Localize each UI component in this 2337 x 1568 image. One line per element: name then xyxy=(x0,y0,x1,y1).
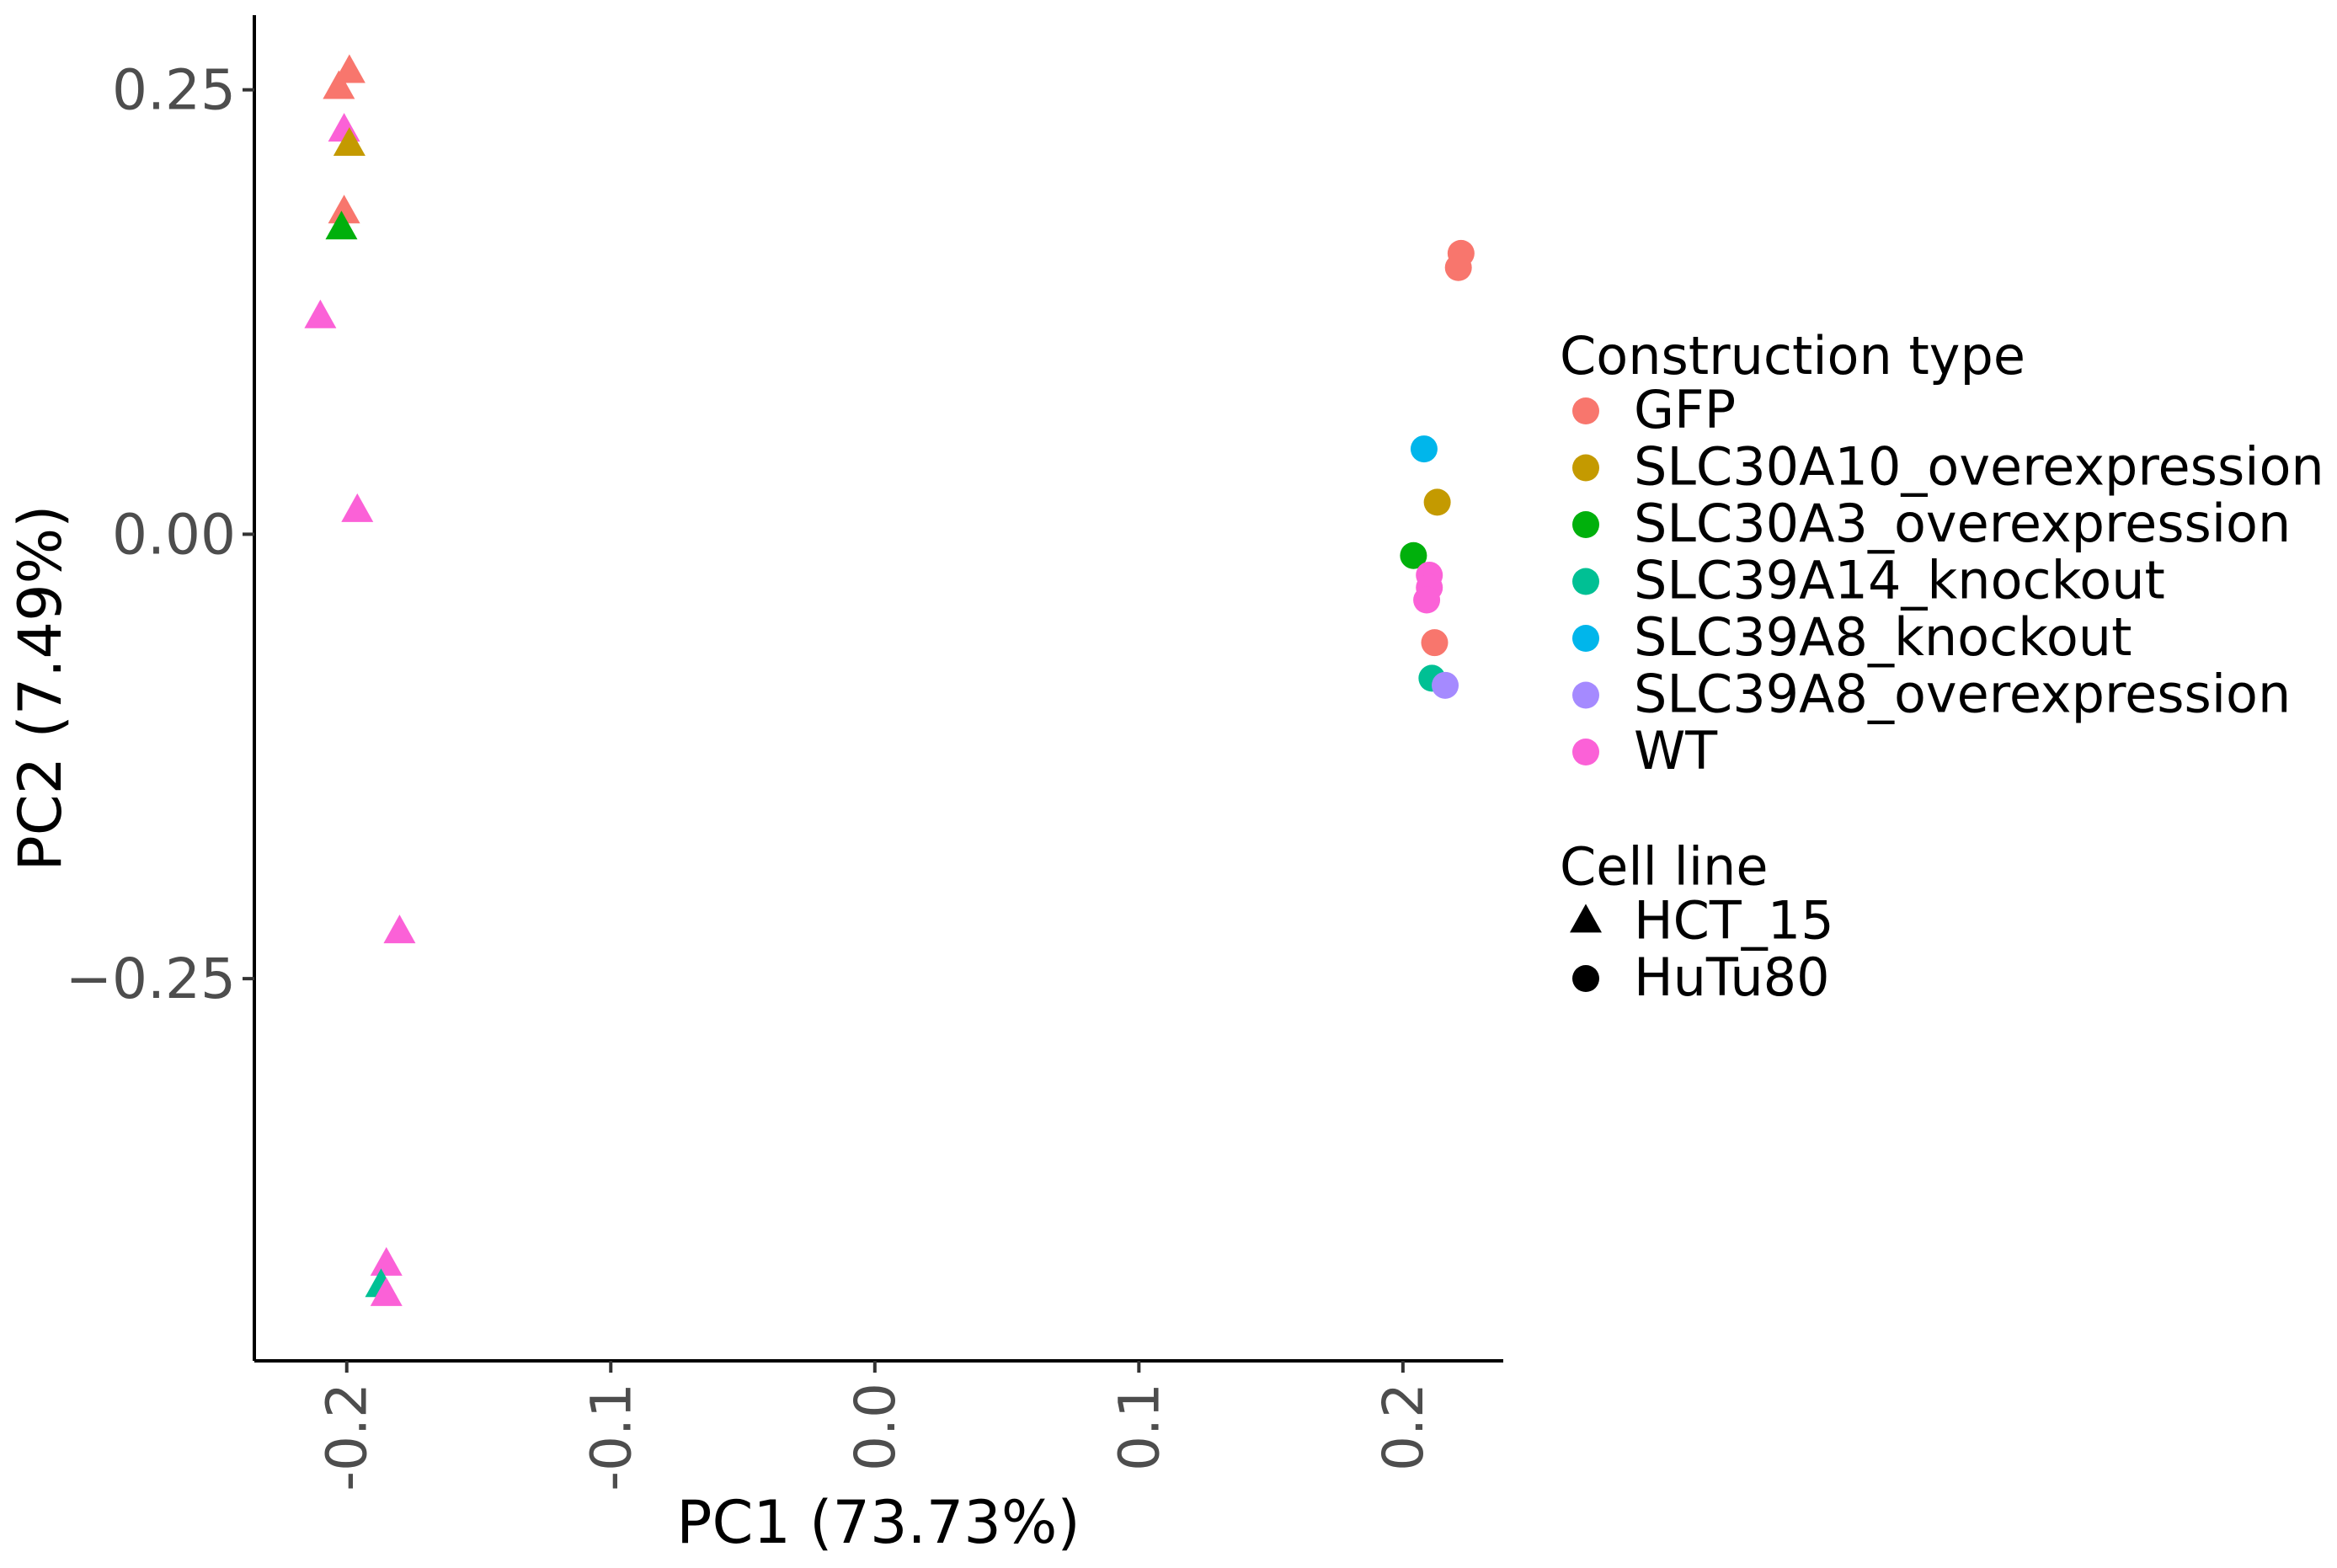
y-axis-ticks: 0.25 0.00 −0.25 xyxy=(66,58,254,1011)
data-point xyxy=(1444,253,1472,281)
legend-entry-label: SLC39A8_knockout xyxy=(1634,606,2132,668)
data-point xyxy=(383,915,416,944)
data-point xyxy=(370,1246,403,1276)
y-tick-label: −0.25 xyxy=(66,947,236,1011)
y-tick-label: 0.25 xyxy=(112,58,236,123)
legend-entry-label: WT xyxy=(1634,720,1718,781)
legend-title-construction-type: Construction type xyxy=(1560,325,2025,387)
data-point xyxy=(1400,541,1427,569)
legend-entry-label: SLC30A10_overexpression xyxy=(1634,436,2324,498)
legend-key-circle xyxy=(1572,568,1599,595)
legend: Construction typeGFPSLC30A10_overexpress… xyxy=(1560,325,2324,1008)
x-axis-ticks: -0.2 -0.1 0.0 0.1 0.2 xyxy=(315,1361,1436,1491)
legend-key-triangle xyxy=(1570,904,1602,933)
x-tick-label: -0.2 xyxy=(315,1383,380,1491)
y-axis-title: PC2 (7.49%) xyxy=(6,505,75,872)
x-tick-label: 0.0 xyxy=(843,1383,908,1471)
legend-entry-label: SLC39A14_knockout xyxy=(1634,550,2165,611)
legend-entry-label: SLC39A8_overexpression xyxy=(1634,664,2291,725)
data-points xyxy=(304,54,1475,1306)
x-tick-label: 0.1 xyxy=(1107,1383,1171,1471)
data-point xyxy=(1423,488,1451,516)
data-point xyxy=(333,127,365,157)
data-point xyxy=(325,211,358,240)
legend-key-circle xyxy=(1572,965,1599,992)
data-point xyxy=(341,493,374,522)
data-point xyxy=(328,195,360,224)
y-tick-label: 0.00 xyxy=(112,502,236,567)
legend-entry-label: GFP xyxy=(1634,379,1736,440)
legend-key-circle xyxy=(1572,511,1599,538)
legend-key-circle xyxy=(1572,397,1599,424)
legend-entry-label: SLC30A3_overexpression xyxy=(1634,493,2291,554)
data-point xyxy=(1432,671,1459,699)
data-point xyxy=(323,70,355,99)
legend-entry-label: HCT_15 xyxy=(1634,890,1834,952)
legend-title-cell-line: Cell line xyxy=(1560,836,1769,898)
data-point xyxy=(370,1277,403,1306)
x-tick-label: 0.2 xyxy=(1371,1383,1436,1471)
legend-key-circle xyxy=(1572,454,1599,482)
data-point xyxy=(304,299,337,328)
legend-entry-label: HuTu80 xyxy=(1634,947,1830,1008)
legend-key-circle xyxy=(1572,625,1599,652)
legend-key-circle xyxy=(1572,739,1599,765)
data-point xyxy=(1413,586,1441,614)
x-axis-title: PC1 (73.73%) xyxy=(676,1488,1080,1557)
data-point xyxy=(1421,629,1449,657)
x-tick-label: -0.1 xyxy=(579,1383,643,1491)
data-point xyxy=(1410,435,1438,463)
legend-key-circle xyxy=(1572,681,1599,709)
